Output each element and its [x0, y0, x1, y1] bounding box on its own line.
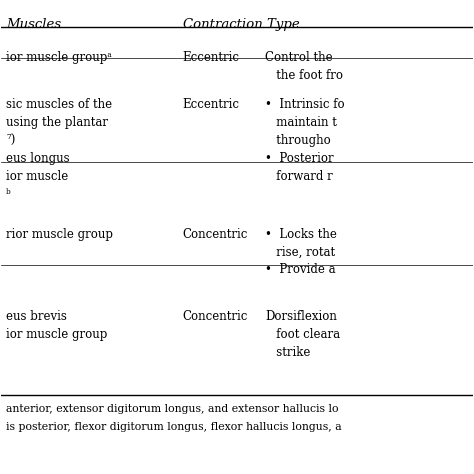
Text: ior muscle groupᵃ: ior muscle groupᵃ: [6, 51, 112, 64]
Text: Dorsiflexion: Dorsiflexion: [265, 310, 337, 323]
Text: rise, rotat: rise, rotat: [265, 246, 336, 258]
Text: the foot fro: the foot fro: [265, 69, 343, 82]
Text: is posterior, flexor digitorum longus, flexor hallucis longus, a: is posterior, flexor digitorum longus, f…: [6, 422, 342, 432]
Text: Control the: Control the: [265, 51, 333, 64]
Text: foot cleara: foot cleara: [265, 328, 340, 341]
Text: Concentric: Concentric: [183, 310, 248, 323]
Text: maintain t: maintain t: [265, 116, 337, 129]
Text: •  Provide a: • Provide a: [265, 264, 336, 276]
Text: rior muscle group: rior muscle group: [6, 228, 113, 241]
Text: eus brevis: eus brevis: [6, 310, 67, 323]
Text: Contraction Type: Contraction Type: [183, 18, 300, 31]
Text: •  Intrinsic fo: • Intrinsic fo: [265, 98, 345, 111]
Text: Muscles: Muscles: [6, 18, 61, 31]
Text: througho: througho: [265, 134, 331, 147]
Text: using the plantar: using the plantar: [6, 116, 108, 129]
Text: •  Locks the: • Locks the: [265, 228, 337, 241]
Text: •  Posterior: • Posterior: [265, 152, 334, 164]
Text: ior muscle group: ior muscle group: [6, 328, 108, 341]
Text: forward r: forward r: [265, 170, 333, 182]
Text: Concentric: Concentric: [183, 228, 248, 241]
Text: ior muscle: ior muscle: [6, 170, 68, 182]
Text: anterior, extensor digitorum longus, and extensor hallucis lo: anterior, extensor digitorum longus, and…: [6, 404, 338, 414]
Text: Eccentric: Eccentric: [183, 98, 240, 111]
Text: ᵇ: ᵇ: [6, 188, 11, 201]
Text: ⁷): ⁷): [6, 134, 16, 147]
Text: Eccentric: Eccentric: [183, 51, 240, 64]
Text: strike: strike: [265, 346, 310, 359]
Text: sic muscles of the: sic muscles of the: [6, 98, 112, 111]
Text: eus longus: eus longus: [6, 152, 70, 164]
